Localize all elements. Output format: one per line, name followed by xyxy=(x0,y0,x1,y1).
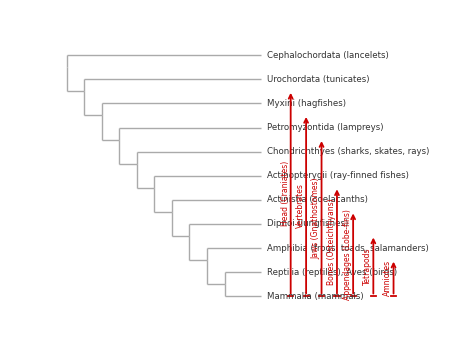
Text: Bones (Osteichthyans): Bones (Osteichthyans) xyxy=(327,199,336,285)
Text: Actinopterygii (ray-finned fishes): Actinopterygii (ray-finned fishes) xyxy=(267,171,409,180)
Text: Tetrapods: Tetrapods xyxy=(363,247,372,285)
Text: Myxini (hagfishes): Myxini (hagfishes) xyxy=(267,99,346,108)
Text: Mammalia (mammals): Mammalia (mammals) xyxy=(267,292,364,301)
Text: Head (Craniates): Head (Craniates) xyxy=(281,161,290,227)
Text: Cephalochordata (lancelets): Cephalochordata (lancelets) xyxy=(267,51,389,60)
Text: Amphibia (frogs, toads, salamanders): Amphibia (frogs, toads, salamanders) xyxy=(267,244,428,253)
Text: Petromyzontida (lampreys): Petromyzontida (lampreys) xyxy=(267,123,383,132)
Text: Dipnoi (lungfishes): Dipnoi (lungfishes) xyxy=(267,220,348,229)
Text: Amniotes: Amniotes xyxy=(383,260,392,296)
Text: Actinistia (coelacanths): Actinistia (coelacanths) xyxy=(267,195,368,204)
Text: Reptilia (reptiles), Aves (birds): Reptilia (reptiles), Aves (birds) xyxy=(267,268,397,277)
Text: Urochordata (tunicates): Urochordata (tunicates) xyxy=(267,75,369,84)
Text: Appendages (Lobe-fins): Appendages (Lobe-fins) xyxy=(343,209,352,300)
Text: Chondrichthyes (sharks, skates, rays): Chondrichthyes (sharks, skates, rays) xyxy=(267,147,429,156)
Text: Vertebrates: Vertebrates xyxy=(296,183,305,228)
Text: Jaws (Gnathostomes): Jaws (Gnathostomes) xyxy=(311,177,320,259)
